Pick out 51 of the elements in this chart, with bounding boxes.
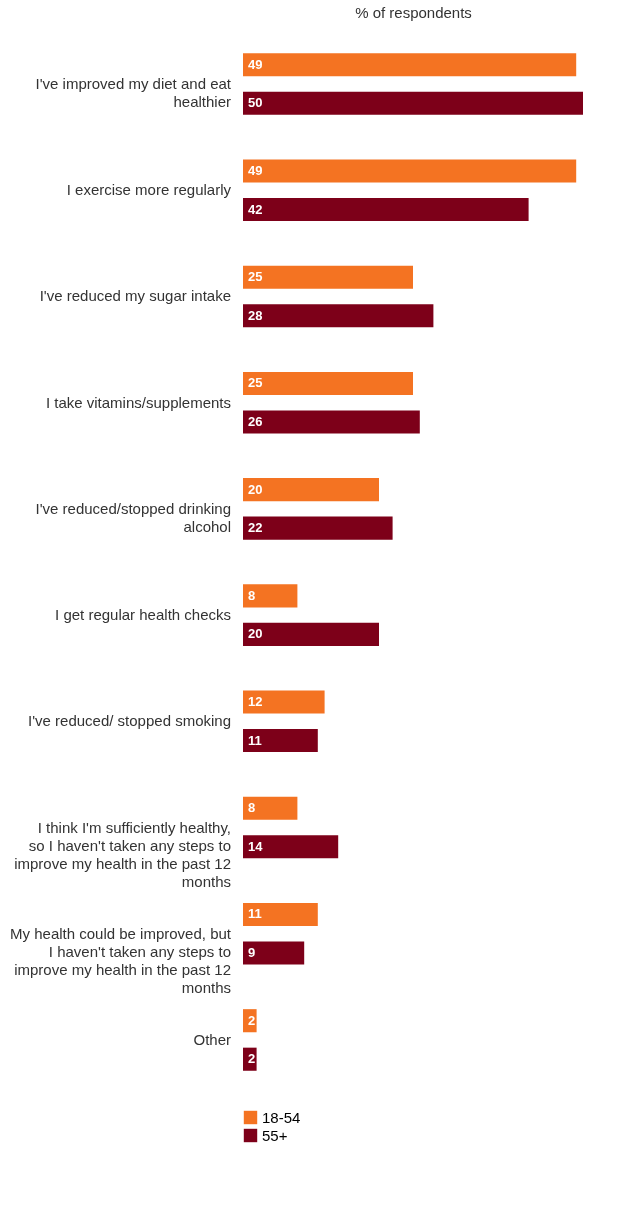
data-label: 14 (248, 838, 264, 854)
bar (243, 622, 379, 646)
legend-label: 55+ (262, 1126, 288, 1144)
data-label: 42 (248, 201, 263, 217)
bar (243, 941, 305, 965)
y-tick-label: I get regular health checks (55, 606, 231, 624)
x-axis-title: % of respondents (355, 3, 472, 21)
data-label: 49 (248, 56, 263, 72)
data-label: 49 (248, 163, 263, 179)
data-label: 12 (248, 694, 263, 710)
bar (243, 265, 413, 289)
data-label: 28 (248, 307, 263, 323)
data-label: 2 (248, 1012, 256, 1028)
data-label: 9 (248, 944, 256, 960)
bar (243, 584, 298, 608)
data-label: 2 (248, 1051, 256, 1067)
bar (243, 371, 413, 395)
data-label: 26 (248, 413, 263, 429)
y-tick-label: Other (193, 1030, 231, 1048)
bar (243, 91, 583, 115)
data-label: 25 (248, 375, 263, 391)
data-label: 25 (248, 269, 263, 285)
data-label: 50 (248, 95, 263, 111)
y-tick-label: My health could be improved, but I haven't taken any steps to improve my health in the past 12 months (10, 924, 232, 996)
bar (243, 53, 577, 77)
legend-label: 18-54 (262, 1108, 301, 1126)
bar (243, 478, 379, 502)
y-tick-label: I've reduced/stopped drinking alcohol (35, 499, 231, 535)
y-tick-label: I think I'm sufficiently healthy, so I haven't taken any steps to improve my health in the past 12 months (14, 818, 231, 890)
data-label: 11 (248, 906, 262, 922)
data-label: 22 (248, 520, 263, 536)
bar (243, 835, 339, 859)
data-label: 8 (248, 800, 256, 816)
y-tick-label: I take vitamins/supplements (45, 393, 231, 411)
data-label: 20 (248, 481, 263, 497)
y-tick-label: I've reduced my sugar intake (39, 287, 231, 305)
bar (243, 410, 420, 434)
bar (243, 902, 318, 927)
y-tick-label: I've improved my diet and eat healthier (35, 75, 232, 111)
data-label: 11 (248, 732, 262, 748)
bar (243, 304, 434, 328)
bar (243, 690, 325, 714)
bar (243, 729, 318, 753)
bar (243, 197, 529, 222)
data-label: 8 (248, 587, 256, 603)
y-tick-label: I exercise more regularly (66, 181, 232, 199)
y-tick-label: I've reduced/ stopped smoking (28, 712, 231, 730)
bar (243, 516, 393, 540)
data-label: 20 (248, 626, 263, 642)
bar (243, 159, 577, 183)
bar (243, 796, 298, 820)
